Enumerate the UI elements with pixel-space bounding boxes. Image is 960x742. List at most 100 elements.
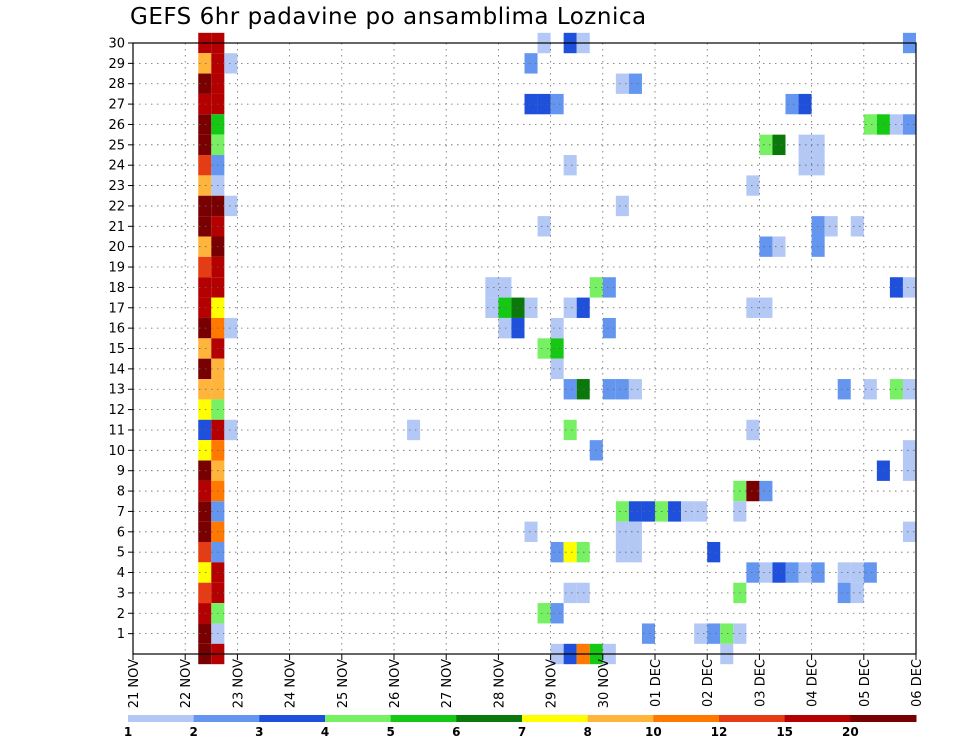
heatmap-cell: [198, 73, 212, 94]
heatmap-cell: [224, 419, 238, 441]
legend-label: 3: [255, 725, 263, 739]
heatmap-cell: [746, 419, 760, 441]
heatmap-cell: [707, 541, 721, 563]
heatmap-cell: [694, 623, 708, 644]
heatmap-cell: [902, 114, 916, 135]
x-tick-label: 21 NOV: [127, 659, 142, 708]
heatmap-cell: [615, 541, 629, 563]
x-tick-label: 06 DEC: [910, 659, 925, 707]
heatmap-cell: [198, 501, 212, 522]
y-tick-label: 21: [108, 220, 125, 235]
heatmap-cell: [224, 317, 238, 339]
legend-label: 4: [321, 725, 329, 739]
x-tick-label: 30 NOV: [597, 659, 612, 708]
x-tick-label: 29 NOV: [545, 659, 560, 708]
heatmap-cell: [198, 480, 212, 502]
y-tick-label: 3: [117, 586, 125, 601]
y-tick-label: 14: [108, 362, 125, 377]
legend-swatch: [456, 715, 523, 722]
x-tick-label: 23 NOV: [231, 659, 246, 708]
y-tick-label: 24: [108, 159, 125, 174]
heatmap-cell: [198, 521, 212, 542]
heatmap-cell: [863, 562, 877, 583]
heatmap-cell: [550, 93, 564, 115]
y-tick-label: 19: [108, 261, 125, 276]
legend-swatch: [522, 715, 589, 722]
heatmap-cell: [198, 175, 212, 196]
x-tick-label: 28 NOV: [492, 659, 507, 708]
heatmap-cell: [224, 195, 238, 217]
heatmap-cell: [550, 338, 564, 359]
y-tick-label: 16: [108, 322, 125, 337]
y-tick-label: 26: [108, 118, 125, 133]
legend-swatch: [719, 715, 786, 722]
legend-swatch: [653, 715, 720, 722]
heatmap-cell: [550, 358, 564, 380]
heatmap-cell: [902, 277, 916, 298]
heatmap-cell: [902, 460, 916, 481]
heatmap-cell: [707, 623, 721, 644]
heatmap-cell: [681, 501, 695, 522]
heatmap-cell: [524, 297, 538, 318]
legend-label: 6: [452, 725, 460, 739]
heatmap-cell: [198, 114, 212, 135]
heatmap-cell: [837, 582, 851, 604]
heatmap-cell: [850, 216, 864, 237]
heatmap-cell: [198, 562, 212, 583]
heatmap-cell: [641, 623, 655, 644]
heatmap-cell: [772, 562, 786, 583]
heatmap-cell: [198, 419, 212, 441]
heatmap-cell: [198, 155, 212, 176]
legend-label: 2: [189, 725, 197, 739]
x-tick-label: 25 NOV: [336, 659, 351, 708]
heatmap-cell: [628, 501, 642, 522]
heatmap-cell: [785, 93, 799, 115]
heatmap-cell: [785, 562, 799, 583]
heatmap-cell: [198, 541, 212, 563]
heatmap-cell: [524, 93, 538, 115]
y-tick-label: 17: [108, 301, 125, 316]
legend-swatch: [259, 715, 326, 722]
heatmap-cell: [563, 297, 577, 318]
heatmap-cell: [198, 623, 212, 644]
legend-swatch: [784, 715, 851, 722]
heatmap-cell: [198, 53, 212, 74]
heatmap-cell: [628, 521, 642, 542]
heatmap-cell: [537, 216, 551, 237]
heatmap-cell: [628, 541, 642, 563]
legend-swatch: [193, 715, 260, 722]
heatmap-cell: [198, 93, 212, 115]
chart-title: GEFS 6hr padavine po ansamblima Loznica: [130, 4, 647, 30]
heatmap-cell: [563, 155, 577, 176]
heatmap-cell: [902, 379, 916, 400]
x-tick-label: 03 DEC: [753, 659, 768, 707]
y-tick-label: 30: [108, 37, 125, 52]
y-tick-label: 15: [108, 342, 125, 357]
heatmap-cell: [485, 277, 499, 298]
heatmap-cell: [759, 134, 773, 156]
y-tick-label: 2: [117, 607, 125, 622]
legend-label: 1: [124, 725, 132, 739]
heatmap-cell: [863, 114, 877, 135]
heatmap-cell: [563, 419, 577, 441]
cells-layer: [198, 32, 916, 665]
heatmap-cell: [198, 358, 212, 380]
heatmap-cell: [837, 379, 851, 400]
heatmap-cell: [498, 317, 512, 339]
heatmap-cell: [563, 379, 577, 400]
heatmap-cell: [746, 297, 760, 318]
heatmap-cell: [537, 603, 551, 624]
heatmap-cell: [720, 623, 734, 644]
heatmap-cell: [615, 73, 629, 94]
x-tick-label: 01 DEC: [649, 659, 664, 707]
heatmap-cell: [759, 236, 773, 257]
heatmap-cell: [224, 53, 238, 74]
heatmap-cell: [407, 419, 421, 441]
heatmap-cell: [550, 603, 564, 624]
heatmap-cell: [198, 236, 212, 257]
heatmap-cell: [198, 338, 212, 359]
legend-label: 15: [776, 725, 793, 739]
legend-label: 10: [645, 725, 662, 739]
heatmap-cell: [550, 317, 564, 339]
